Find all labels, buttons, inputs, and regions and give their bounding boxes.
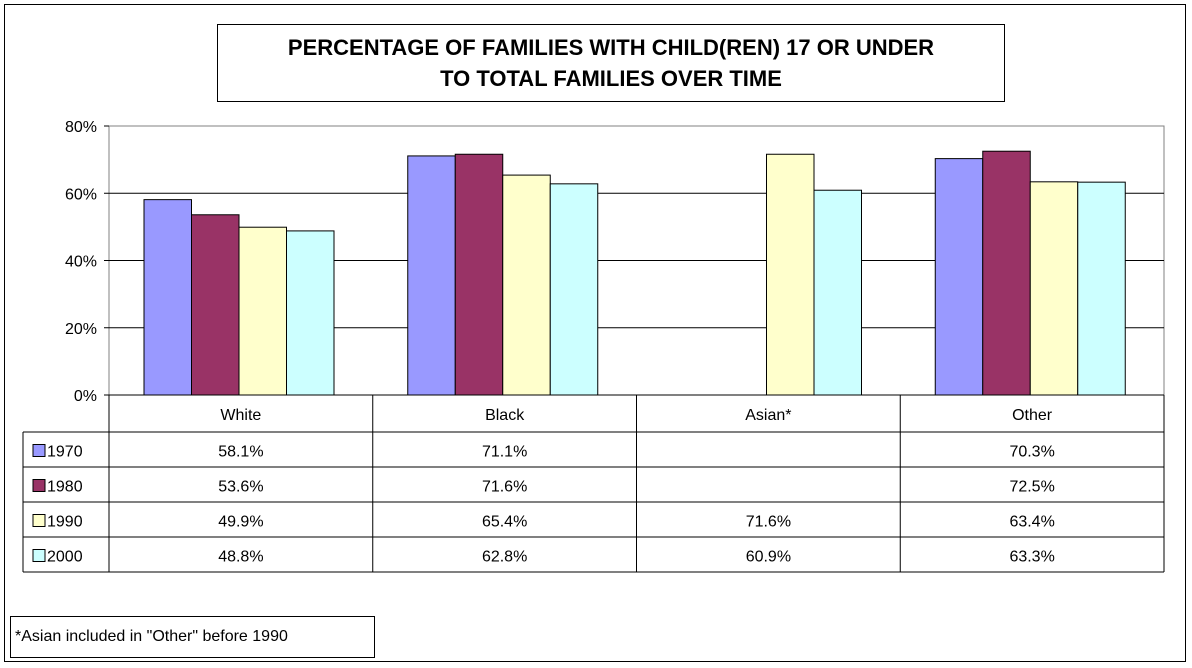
footnote-box: *Asian included in "Other" before 1990	[10, 616, 375, 658]
category-label: Asian*	[745, 407, 791, 424]
table-value: 63.3%	[1009, 549, 1054, 566]
category-label: White	[220, 407, 261, 424]
bar	[455, 154, 503, 395]
bar	[287, 231, 335, 395]
table-value: 72.5%	[1009, 479, 1054, 496]
bar	[192, 215, 240, 395]
legend-label: 1990	[47, 514, 83, 531]
bar	[767, 154, 815, 395]
bar	[1078, 182, 1126, 395]
y-tick-label: 0%	[74, 388, 97, 405]
legend-label: 2000	[47, 549, 83, 566]
bar	[144, 200, 192, 395]
legend-label: 1980	[47, 479, 83, 496]
footnote-text: *Asian included in "Other" before 1990	[15, 628, 288, 646]
table-value: 71.1%	[482, 444, 527, 461]
table-value: 70.3%	[1009, 444, 1054, 461]
table-value: 60.9%	[746, 549, 791, 566]
category-label: Black	[485, 407, 525, 424]
legend-key	[33, 445, 45, 457]
bar	[550, 184, 598, 395]
bar	[935, 159, 983, 395]
bar	[408, 156, 456, 395]
legend-key	[33, 515, 45, 527]
table-value: 71.6%	[482, 479, 527, 496]
y-tick-label: 40%	[65, 254, 97, 271]
y-tick-label: 80%	[65, 119, 97, 136]
legend-key	[33, 550, 45, 562]
table-value: 49.9%	[218, 514, 263, 531]
bar	[1030, 182, 1078, 395]
category-label: Other	[1012, 407, 1053, 424]
table-value: 71.6%	[746, 514, 791, 531]
table-value: 48.8%	[218, 549, 263, 566]
table-value: 62.8%	[482, 549, 527, 566]
bar	[239, 227, 287, 395]
y-tick-label: 60%	[65, 186, 97, 203]
legend-key	[33, 480, 45, 492]
table-value: 65.4%	[482, 514, 527, 531]
table-value: 58.1%	[218, 444, 263, 461]
bar	[814, 190, 862, 395]
legend-label: 1970	[47, 444, 83, 461]
bar	[503, 175, 551, 395]
table-value: 63.4%	[1009, 514, 1054, 531]
bar	[983, 151, 1031, 395]
table-value: 53.6%	[218, 479, 263, 496]
y-tick-label: 20%	[65, 321, 97, 338]
